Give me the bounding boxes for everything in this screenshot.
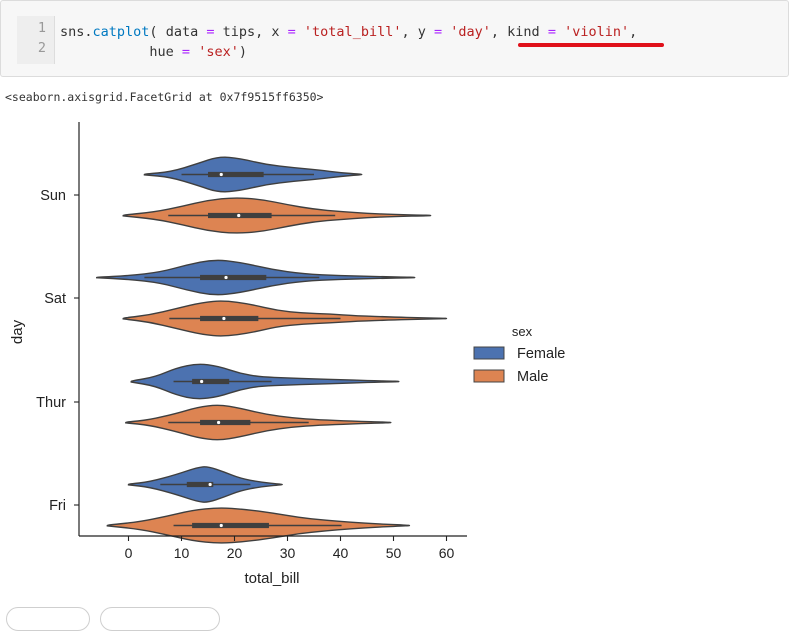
- code-token: [556, 24, 564, 40]
- iqr-box-female-sat: [200, 274, 267, 281]
- x-tick-label: 10: [174, 545, 190, 561]
- code-token: , y: [401, 24, 434, 40]
- iqr-box-female-sun: [208, 171, 264, 178]
- legend-label-male: Male: [517, 369, 548, 385]
- y-tick-label: Sun: [40, 188, 66, 204]
- violin-plot-figure: 0 10 20 30 40 50 60 Sun Sat Thur Fri total_bill da…: [9, 122, 565, 587]
- iqr-box-male-thur: [200, 419, 251, 426]
- iqr-box-female-thur: [192, 378, 230, 385]
- red-underline-annotation: [518, 43, 664, 47]
- code-line-2[interactable]: hue = 'sex'): [60, 42, 247, 62]
- code-token: hue: [60, 44, 182, 60]
- median-dot-male-sun: [237, 213, 241, 218]
- legend-label-female: Female: [517, 346, 565, 362]
- legend: sex Female Male: [473, 324, 565, 385]
- y-tick-label: Thur: [36, 395, 66, 411]
- x-tick-label: 0: [125, 545, 133, 561]
- code-token: [190, 44, 198, 60]
- cell-action-button[interactable]: [100, 607, 220, 631]
- x-tick-label: 50: [386, 545, 402, 561]
- iqr-box-male-fri: [192, 522, 269, 529]
- line-number-gutter: 1 2: [17, 16, 55, 64]
- code-cell[interactable]: 1 2 sns.catplot( data = tips, x = 'total…: [0, 0, 789, 77]
- code-token-string: 'total_bill': [303, 24, 402, 40]
- median-dot-male-sat: [222, 316, 226, 321]
- code-token-operator: =: [206, 24, 215, 40]
- code-token: ): [238, 44, 247, 60]
- code-token: data: [157, 24, 207, 40]
- y-axis-label: day: [9, 319, 26, 344]
- code-token: tips, x: [214, 24, 288, 40]
- x-tick-label: 40: [333, 545, 349, 561]
- x-tick-label: 60: [439, 545, 455, 561]
- code-token: [296, 24, 304, 40]
- axes-group: 0 10 20 30 40 50 60 Sun Sat Thur Fri: [36, 122, 467, 561]
- code-token: , kind: [490, 24, 548, 40]
- y-tick-label: Sat: [44, 291, 66, 307]
- code-token-function: catplot: [92, 24, 150, 40]
- x-axis-label: total_bill: [244, 570, 299, 587]
- violins-group: [95, 156, 448, 544]
- iqr-box-female-fri: [186, 481, 214, 488]
- legend-swatch-male: [473, 369, 505, 383]
- median-dot-female-sun: [219, 172, 223, 177]
- iqr-box-male-sat: [200, 315, 259, 322]
- median-dot-male-thur: [217, 420, 221, 425]
- code-token-string: 'violin': [564, 24, 630, 40]
- code-token-string: 'sex': [198, 44, 239, 60]
- legend-title: sex: [512, 324, 533, 339]
- code-token-operator: =: [433, 24, 443, 40]
- median-dot-female-sat: [224, 275, 228, 280]
- cell-output-text: <seaborn.axisgrid.FacetGrid at 0x7f9515f…: [5, 90, 324, 104]
- code-token-operator: =: [547, 24, 556, 40]
- legend-swatch-female: [473, 346, 505, 360]
- y-tick-label: Fri: [49, 498, 66, 514]
- code-line-1[interactable]: sns.catplot( data = tips, x = 'total_bil…: [60, 22, 637, 42]
- line-number: 1: [37, 20, 46, 36]
- code-token: ,: [629, 24, 638, 40]
- median-dot-male-fri: [219, 523, 223, 528]
- code-token: sns.: [60, 24, 93, 40]
- x-tick-label: 20: [227, 545, 243, 561]
- cell-action-button[interactable]: [6, 607, 90, 631]
- code-token: (: [149, 24, 158, 40]
- x-tick-label: 30: [280, 545, 296, 561]
- median-dot-female-thur: [200, 379, 204, 384]
- code-token-operator: =: [287, 24, 296, 40]
- median-dot-female-fri: [208, 482, 212, 487]
- line-number: 2: [37, 40, 46, 56]
- code-token-string: 'day': [450, 24, 491, 40]
- code-token-operator: =: [181, 44, 191, 60]
